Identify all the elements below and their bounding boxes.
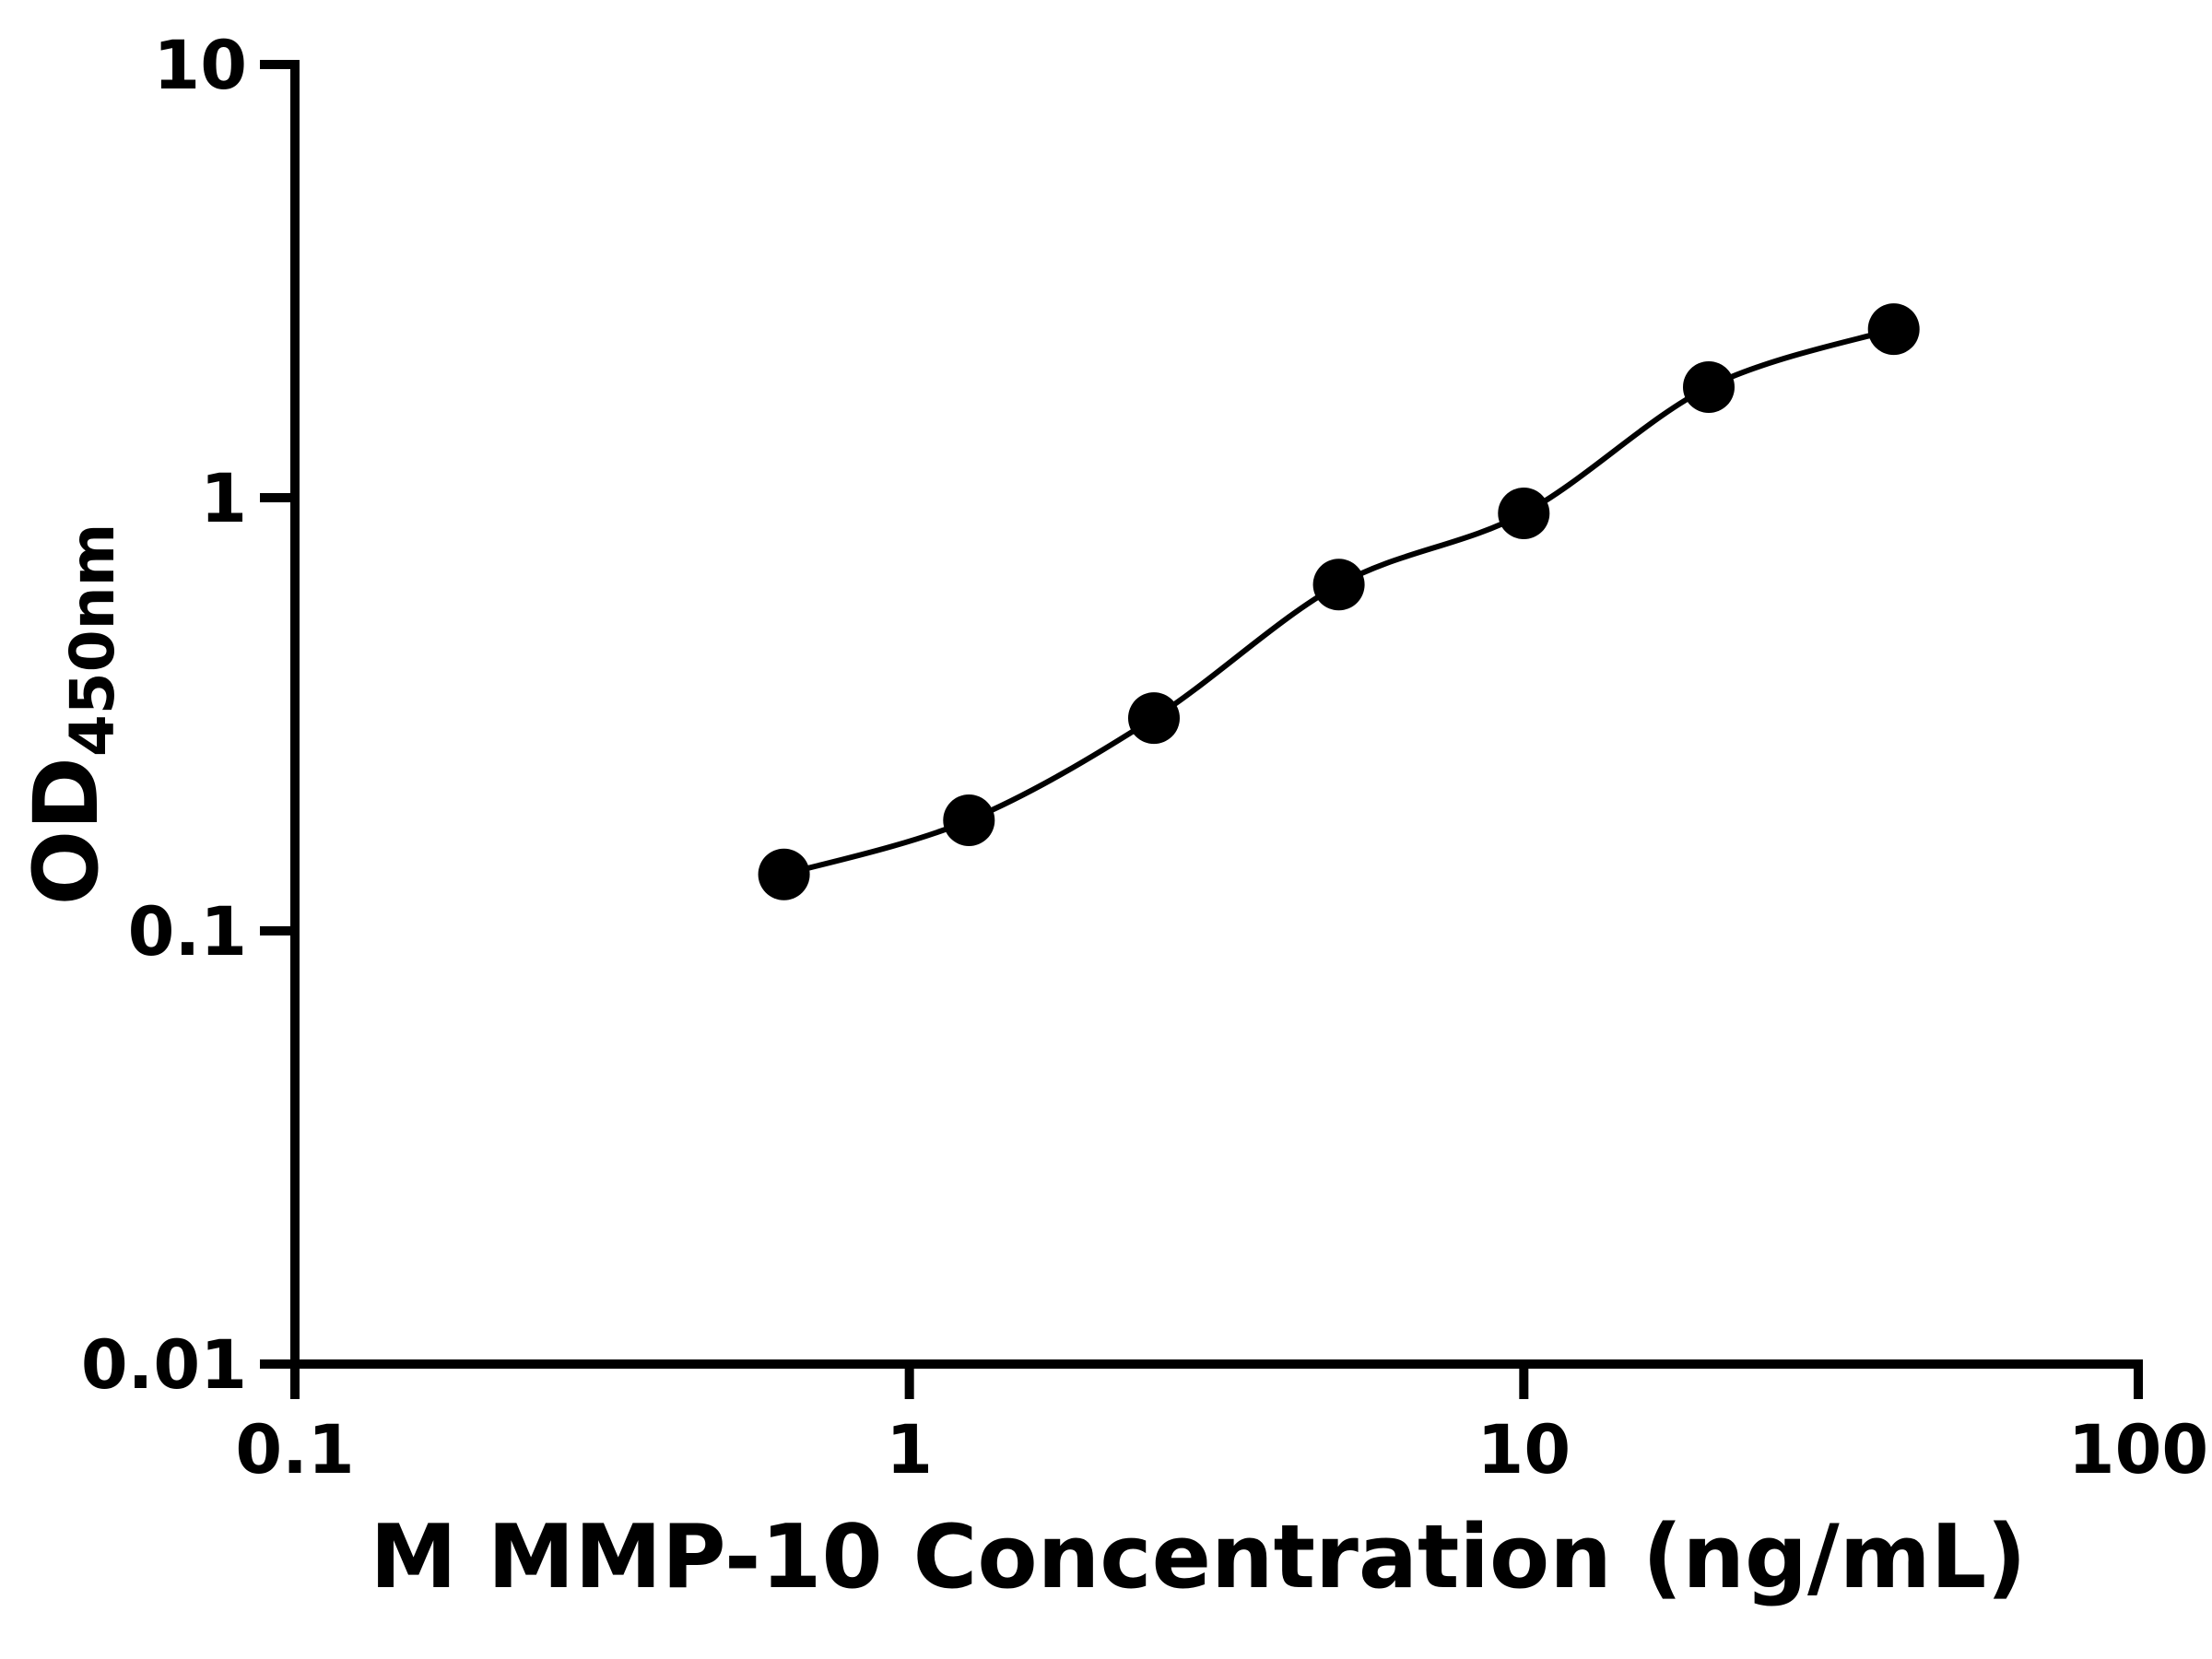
data-point-1: [943, 794, 995, 846]
data-point-4: [1498, 488, 1550, 539]
data-point-2: [1128, 692, 1180, 745]
data-point-0: [758, 848, 810, 900]
x-tick-label-0: 0.1: [235, 1411, 354, 1489]
y-tick-label-1: 0.1: [128, 893, 247, 971]
y-tick-label-2: 1: [200, 460, 247, 538]
y-axis-title-subscript: 450nm: [57, 524, 128, 758]
x-tick-label-3: 100: [2068, 1411, 2208, 1489]
y-tick-label-3: 10: [153, 27, 247, 105]
data-point-6: [1867, 303, 1920, 356]
y-axis-title-main: OD: [15, 757, 118, 905]
y-tick-label-0: 0.01: [81, 1326, 247, 1405]
x-tick-label-2: 10: [1477, 1411, 1571, 1489]
y-axis-title: OD450nm: [15, 524, 128, 906]
x-tick-label-1: 1: [886, 1411, 933, 1489]
data-point-5: [1683, 361, 1735, 413]
data-point-3: [1312, 559, 1365, 611]
x-axis-title: M MMP-10 Concentration (ng/mL): [370, 1507, 2026, 1608]
